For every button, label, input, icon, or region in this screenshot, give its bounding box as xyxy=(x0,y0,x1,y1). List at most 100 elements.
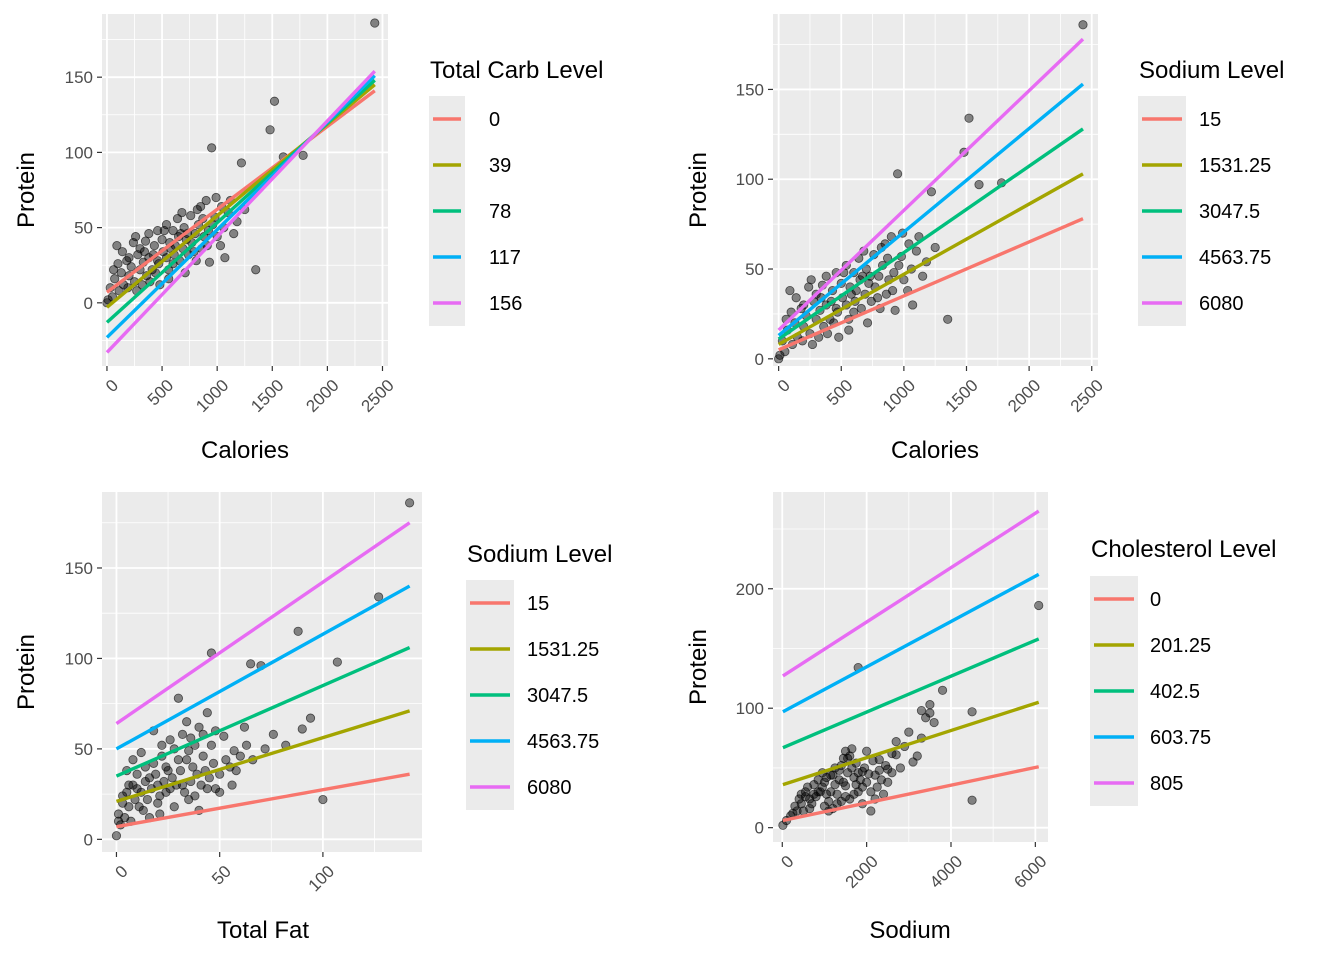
x-tick-label: 500 xyxy=(823,376,856,409)
legend-title: Total Carb Level xyxy=(430,57,603,84)
data-point xyxy=(912,751,922,761)
data-point xyxy=(943,314,953,324)
data-point xyxy=(161,219,172,230)
data-point xyxy=(139,247,150,257)
data-point xyxy=(265,125,275,135)
data-point xyxy=(318,794,328,805)
data-point xyxy=(926,187,937,197)
data-point xyxy=(297,724,307,734)
data-point xyxy=(194,722,204,732)
legend: Sodium Level 15 1531.25 3047.5 4563.75 6080 xyxy=(466,541,612,810)
data-point xyxy=(241,740,252,750)
legend: Total Carb Level 0 39 78 117 156 xyxy=(429,57,603,326)
data-point xyxy=(215,241,226,251)
legend-label: 117 xyxy=(489,247,521,269)
data-point xyxy=(153,226,163,236)
data-point xyxy=(834,332,844,342)
data-point xyxy=(182,755,192,765)
legend-label: 1531.25 xyxy=(1199,155,1271,177)
legend-label: 402.5 xyxy=(1150,681,1200,703)
x-tick-label: 0 xyxy=(102,376,122,396)
y-tick-label: 100 xyxy=(736,170,764,189)
legend-label: 4563.75 xyxy=(527,731,599,753)
legend-label: 3047.5 xyxy=(527,685,588,707)
data-point xyxy=(874,765,884,775)
y-tick-label: 100 xyxy=(65,143,93,162)
data-point xyxy=(202,708,212,718)
data-point xyxy=(108,265,119,275)
series-line-2 xyxy=(115,709,411,803)
x-tick-label: 100 xyxy=(305,862,338,895)
series-line-1 xyxy=(777,217,1084,352)
data-point xyxy=(1078,20,1088,30)
data-point xyxy=(883,777,893,787)
legend-title: Sodium Level xyxy=(467,541,612,568)
data-point xyxy=(179,787,190,797)
x-tick-label: 50 xyxy=(208,862,235,889)
series-line-3 xyxy=(782,637,1040,750)
series-line-4 xyxy=(115,584,411,751)
data-point xyxy=(891,737,901,747)
x-tick-label: 1500 xyxy=(942,376,982,416)
data-point xyxy=(198,751,208,761)
y-tick-label: 200 xyxy=(736,580,764,599)
data-layer xyxy=(778,509,1044,830)
data-point xyxy=(207,143,217,153)
data-point xyxy=(796,789,806,799)
data-point xyxy=(131,232,141,242)
series-line-4 xyxy=(782,572,1040,714)
legend-label: 4563.75 xyxy=(1199,247,1271,269)
y-tick-label: 150 xyxy=(65,559,93,578)
y-axis-title: Protein xyxy=(685,629,712,705)
data-point xyxy=(847,744,857,754)
data-point xyxy=(136,747,146,758)
data-point xyxy=(895,763,905,773)
data-point xyxy=(862,746,872,756)
data-point xyxy=(151,769,161,779)
series-line-5 xyxy=(781,509,1040,678)
legend-label: 3047.5 xyxy=(1199,201,1260,223)
x-tick-label: 2000 xyxy=(1004,376,1044,416)
data-point xyxy=(220,253,230,263)
data-point xyxy=(177,729,188,740)
x-tick-label: 0 xyxy=(112,862,132,882)
data-point xyxy=(138,805,148,815)
data-point xyxy=(916,706,927,716)
legend-label: 0 xyxy=(489,109,500,131)
y-tick-label: 50 xyxy=(74,219,93,238)
y-axis-title: Protein xyxy=(13,634,40,710)
data-point xyxy=(268,729,278,740)
data-layer xyxy=(102,18,380,354)
data-point xyxy=(774,354,784,364)
x-axis-title: Sodium xyxy=(869,917,950,944)
data-point xyxy=(153,798,163,808)
data-point xyxy=(804,282,814,292)
data-point xyxy=(864,769,874,779)
data-point xyxy=(925,708,935,718)
data-point xyxy=(192,204,202,215)
data-point xyxy=(964,113,974,123)
data-point xyxy=(161,762,171,772)
data-point xyxy=(805,803,815,814)
series-line-1 xyxy=(116,772,410,829)
legend-label: 201.25 xyxy=(1150,635,1211,657)
data-point xyxy=(190,791,200,801)
data-point xyxy=(1034,600,1044,611)
x-tick-label: 2000 xyxy=(842,852,882,892)
data-point xyxy=(809,780,819,790)
data-point xyxy=(872,782,882,792)
data-point xyxy=(796,799,806,809)
y-axis-title: Protein xyxy=(13,152,40,228)
data-layer xyxy=(774,20,1088,364)
y-tick-label: 50 xyxy=(74,740,93,759)
data-point xyxy=(128,755,138,765)
data-point xyxy=(807,339,818,350)
series-line-5 xyxy=(105,69,377,354)
data-point xyxy=(813,787,823,797)
data-point xyxy=(132,784,142,794)
x-tick-label: 2000 xyxy=(302,376,342,416)
series-line-5 xyxy=(115,521,411,725)
data-point xyxy=(175,765,186,776)
